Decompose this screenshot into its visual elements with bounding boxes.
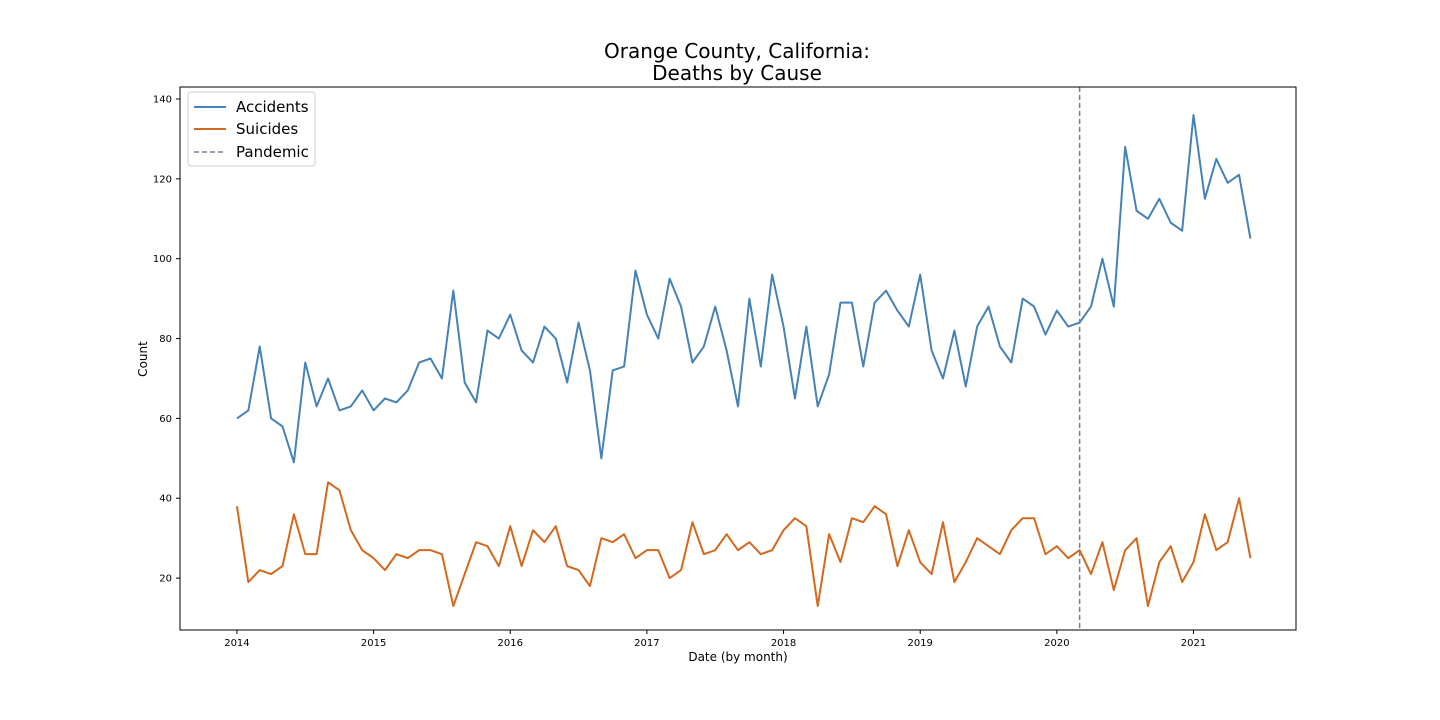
legend-box [187,91,316,167]
legend: Accidents Suicides Pandemic [187,91,316,167]
y-tick-label: 40 [159,494,172,505]
legend-label-accidents: Accidents [236,98,309,116]
y-tick-label: 140 [153,94,172,105]
x-tick-label: 2017 [634,638,659,649]
series-line-accidents [236,113,1252,464]
y-tick-label: 120 [153,174,172,185]
x-tick-label: 2019 [907,638,932,649]
x-tick-label: 2016 [498,638,523,649]
y-tick-label: 20 [159,574,172,585]
x-tick-label: 2015 [361,638,386,649]
y-tick-label: 60 [159,414,172,425]
chart-title-line1: Orange County, California: [604,39,870,63]
series-line-suicides [235,481,1252,608]
chart-title-line2: Deaths by Cause [652,61,822,85]
legend-label-suicides: Suicides [236,120,298,138]
x-axis-ticks: 2014 2015 2016 2017 2018 2019 2020 2021 [224,630,1206,649]
plot-content [235,87,1252,630]
x-tick-label: 2021 [1181,638,1206,649]
y-axis-ticks: 20 40 60 80 100 120 140 [153,94,180,585]
plot-frame [179,86,1297,631]
y-axis-label: Count [136,341,150,377]
x-tick-label: 2014 [224,638,249,649]
legend-label-pandemic: Pandemic [236,143,309,161]
x-axis-label: Date (by month) [688,650,787,664]
x-tick-label: 2020 [1044,638,1069,649]
y-tick-label: 100 [153,254,172,265]
y-tick-label: 80 [159,334,172,345]
x-tick-label: 2018 [771,638,796,649]
